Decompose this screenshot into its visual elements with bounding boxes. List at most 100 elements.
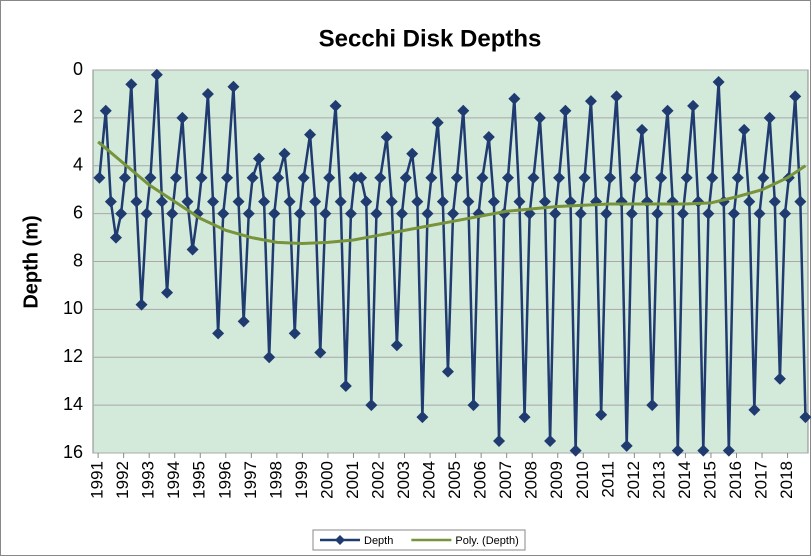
- x-tick-label: 1999: [292, 461, 311, 499]
- data-point: [487, 195, 500, 208]
- data-point: [278, 147, 291, 160]
- data-point: [395, 207, 408, 220]
- legend-marker: [335, 535, 345, 545]
- data-point: [118, 171, 131, 184]
- data-point: [753, 207, 766, 220]
- data-point: [339, 379, 352, 392]
- data-point: [584, 95, 597, 108]
- data-point: [559, 104, 572, 117]
- data-point: [130, 195, 143, 208]
- data-point: [763, 111, 776, 124]
- data-point: [578, 171, 591, 184]
- data-point: [687, 99, 700, 112]
- data-point: [283, 195, 296, 208]
- data-point: [676, 207, 689, 220]
- data-point: [252, 152, 265, 165]
- data-point: [272, 171, 285, 184]
- data-point: [799, 411, 811, 424]
- data-point: [161, 286, 174, 299]
- legend-label: Poly. (Depth): [455, 535, 518, 547]
- data-point: [237, 315, 250, 328]
- data-point: [232, 195, 245, 208]
- data-point: [319, 207, 332, 220]
- chart-title: Secchi Disk Depths: [319, 25, 542, 52]
- x-tick-label: 1992: [113, 461, 132, 499]
- data-point: [385, 195, 398, 208]
- data-point: [441, 365, 454, 378]
- legend: Depth Poly. (Depth): [312, 529, 526, 551]
- data-point: [297, 171, 310, 184]
- data-point: [773, 372, 786, 385]
- y-tick-label: 4: [73, 155, 83, 175]
- x-tick-label: 2007: [496, 461, 515, 499]
- data-point: [655, 171, 668, 184]
- data-point: [757, 171, 770, 184]
- data-point: [217, 207, 230, 220]
- data-point: [513, 195, 526, 208]
- data-point: [323, 171, 336, 184]
- data-point: [309, 195, 322, 208]
- x-tick-label: 2014: [675, 461, 694, 499]
- x-tick-label: 2018: [777, 461, 796, 499]
- data-point: [207, 195, 220, 208]
- y-tick-label: 10: [63, 298, 83, 318]
- data-point: [355, 171, 368, 184]
- x-tick-label: 2012: [624, 461, 643, 499]
- trend-line: [97, 140, 807, 246]
- x-tick-label: 1993: [139, 461, 158, 499]
- data-point: [411, 195, 424, 208]
- y-tick-label: 6: [73, 202, 83, 222]
- y-tick-label: 0: [73, 59, 83, 79]
- data-point: [553, 171, 566, 184]
- data-point: [636, 123, 649, 136]
- x-tick-label: 2003: [394, 461, 413, 499]
- data-point: [467, 399, 480, 412]
- data-point: [671, 444, 684, 457]
- data-point: [201, 87, 214, 100]
- data-point: [246, 171, 259, 184]
- data-point: [702, 207, 715, 220]
- data-point: [706, 171, 719, 184]
- data-point: [406, 147, 419, 160]
- data-point: [374, 171, 387, 184]
- x-tick-label: 1997: [241, 461, 260, 499]
- data-point: [743, 195, 756, 208]
- data-point: [722, 444, 735, 457]
- data-point: [135, 298, 148, 311]
- data-point: [195, 171, 208, 184]
- data-point: [144, 171, 157, 184]
- data-point: [348, 171, 361, 184]
- data-point: [661, 104, 674, 117]
- x-tick-label: 2006: [471, 461, 490, 499]
- data-point: [457, 104, 470, 117]
- x-tick-label: 2016: [726, 461, 745, 499]
- data-point: [186, 243, 199, 256]
- data-point: [600, 207, 613, 220]
- data-point: [527, 171, 540, 184]
- data-point: [544, 435, 557, 448]
- data-point: [125, 78, 138, 91]
- y-tick-label: 2: [73, 107, 83, 127]
- data-point: [263, 351, 276, 364]
- data-point: [421, 207, 434, 220]
- x-tick-label: 2011: [598, 461, 617, 498]
- x-tick-label: 1991: [88, 461, 107, 499]
- data-point: [501, 171, 514, 184]
- data-point: [625, 207, 638, 220]
- data-point: [680, 171, 693, 184]
- x-tick-label: 2001: [343, 461, 362, 499]
- data-point: [258, 195, 271, 208]
- x-tick-label: 2013: [649, 461, 668, 499]
- data-point: [518, 411, 531, 424]
- data-point: [646, 399, 659, 412]
- x-tick-label: 1994: [164, 461, 183, 499]
- data-point: [176, 111, 189, 124]
- data-point: [293, 207, 306, 220]
- data-point: [104, 195, 117, 208]
- data-point: [727, 207, 740, 220]
- data-point: [610, 90, 623, 103]
- data-point: [697, 444, 710, 457]
- data-point: [731, 171, 744, 184]
- x-tick-label: 2017: [752, 461, 771, 499]
- data-point: [166, 207, 179, 220]
